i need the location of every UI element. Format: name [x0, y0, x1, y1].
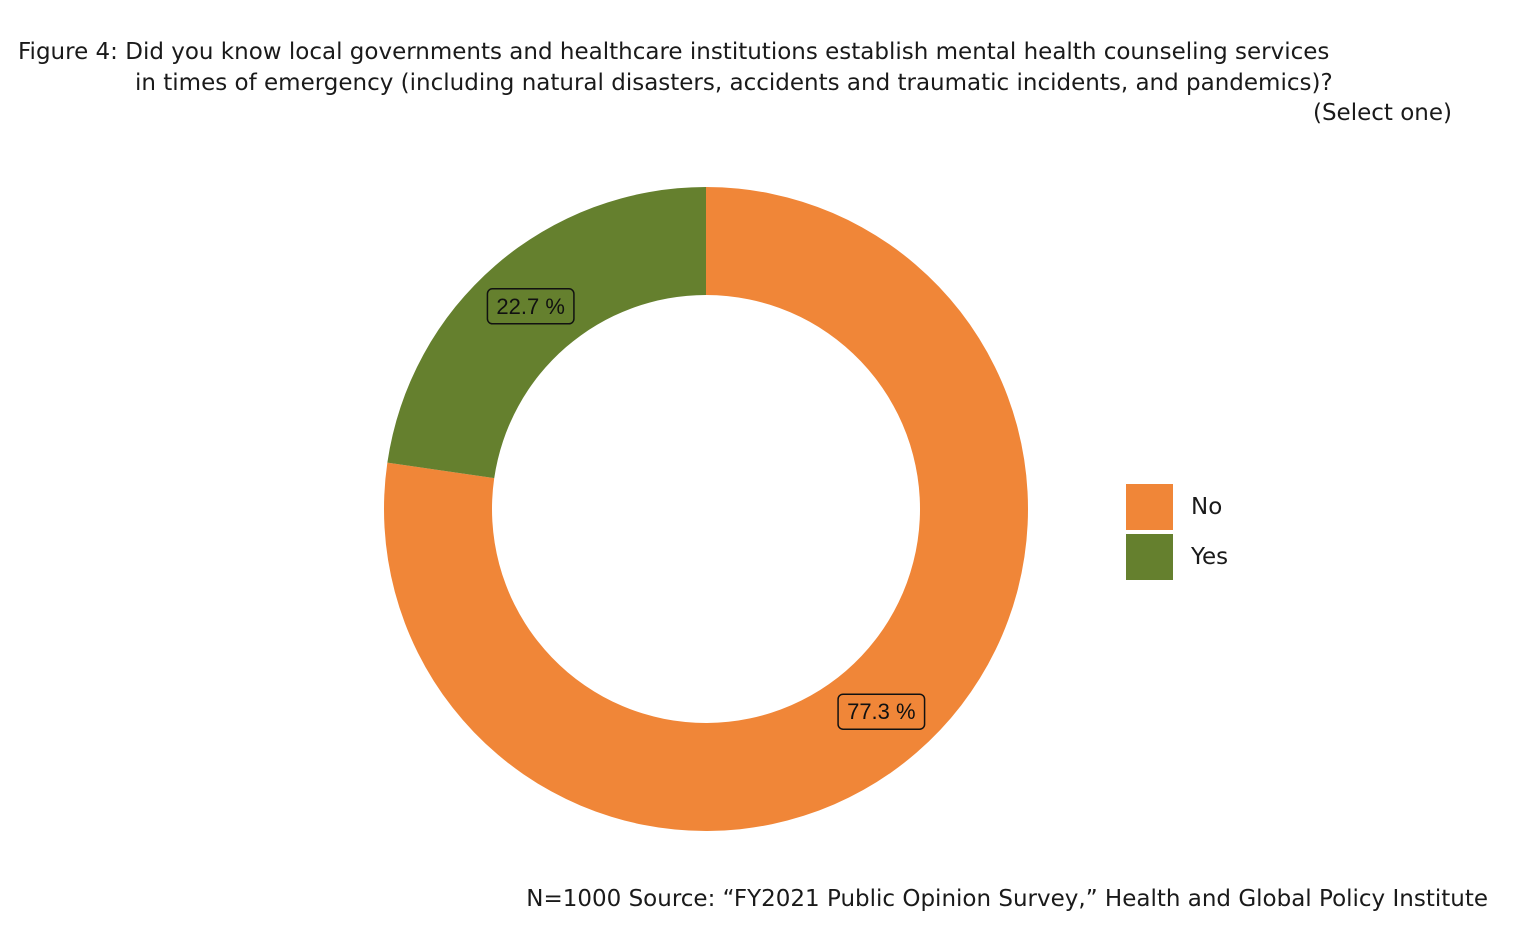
slice-label-box — [837, 693, 926, 730]
chart-title-line-3: (Select one) — [1312, 100, 1452, 126]
slice-label-text: 77.3 % — [847, 699, 916, 724]
legend-label-yes: Yes — [1191, 544, 1229, 570]
slice-label-text: 22.7 % — [496, 294, 565, 319]
source-caption: N=1000 Source: “FY2021 Public Opinion Su… — [526, 886, 1488, 912]
slice-label-yes: 22.7 % — [486, 288, 575, 325]
slice-no — [383, 187, 1028, 831]
slice-labels: 77.3 % 22.7 % — [486, 288, 926, 730]
legend-swatch-no — [1126, 484, 1173, 530]
slice-yes — [387, 187, 706, 479]
chart-title-line-1: Figure 4: Did you know local governments… — [18, 39, 1330, 65]
donut-slices — [383, 187, 1028, 831]
chart-title-line-2: in times of emergency (including natural… — [135, 70, 1333, 96]
legend-swatch-yes — [1126, 534, 1173, 580]
slice-label-no: 77.3 % — [837, 693, 926, 730]
legend-label-no: No — [1191, 494, 1223, 520]
slice-label-box — [486, 288, 575, 325]
